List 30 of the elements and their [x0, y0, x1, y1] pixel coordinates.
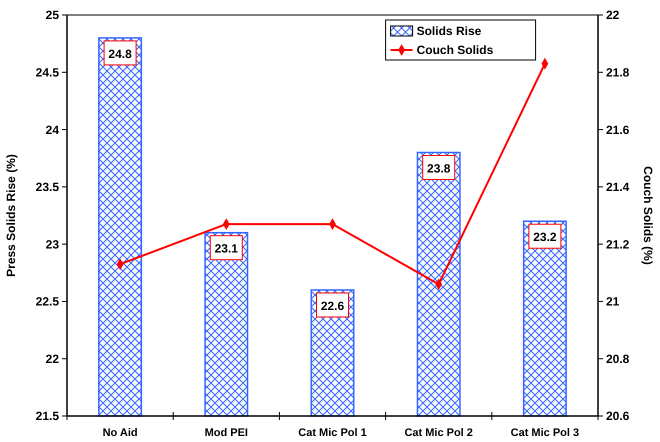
x-tick-label: Mod PEI	[204, 427, 248, 439]
x-tick-label: No Aid	[102, 427, 138, 439]
y2-tick-label: 21	[606, 294, 620, 309]
y-axis-title: Press Solids Rise (%)	[4, 154, 18, 277]
data-label: 24.8	[108, 46, 132, 61]
x-tick-label: Cat Mic Pol 1	[298, 427, 367, 439]
y2-tick-label: 20.6	[606, 409, 630, 424]
x-tick-label: Cat Mic Pol 2	[404, 427, 473, 439]
y2-tick-label: 21.8	[606, 65, 630, 80]
y2-axis-title: Couch Solids (%)	[641, 166, 655, 265]
y2-tick-label: 22	[606, 8, 620, 22]
y-tick-label: 22	[46, 352, 60, 366]
y-tick-label: 24.5	[36, 65, 60, 80]
data-label: 23.2	[533, 230, 557, 244]
y-tick-label: 23	[46, 237, 60, 252]
legend-label: Couch Solids	[416, 43, 494, 58]
y-tick-label: 25	[46, 8, 60, 22]
y2-tick-label: 21.4	[606, 180, 630, 194]
y2-tick-label: 21.2	[606, 237, 630, 252]
y2-tick-label: 21.6	[606, 122, 630, 137]
y2-tick-label: 20.8	[606, 352, 630, 366]
y-tick-label: 21.5	[36, 409, 60, 424]
data-label: 23.1	[214, 242, 238, 256]
x-tick-label: Cat Mic Pol 3	[510, 427, 580, 439]
legend-label: Solids Rise	[416, 24, 482, 38]
y-tick-label: 22.5	[36, 294, 60, 309]
y-tick-label: 23.5	[36, 180, 60, 194]
data-label: 23.8	[427, 161, 451, 176]
y-tick-label: 24	[46, 122, 60, 137]
data-label: 22.6	[320, 298, 344, 313]
